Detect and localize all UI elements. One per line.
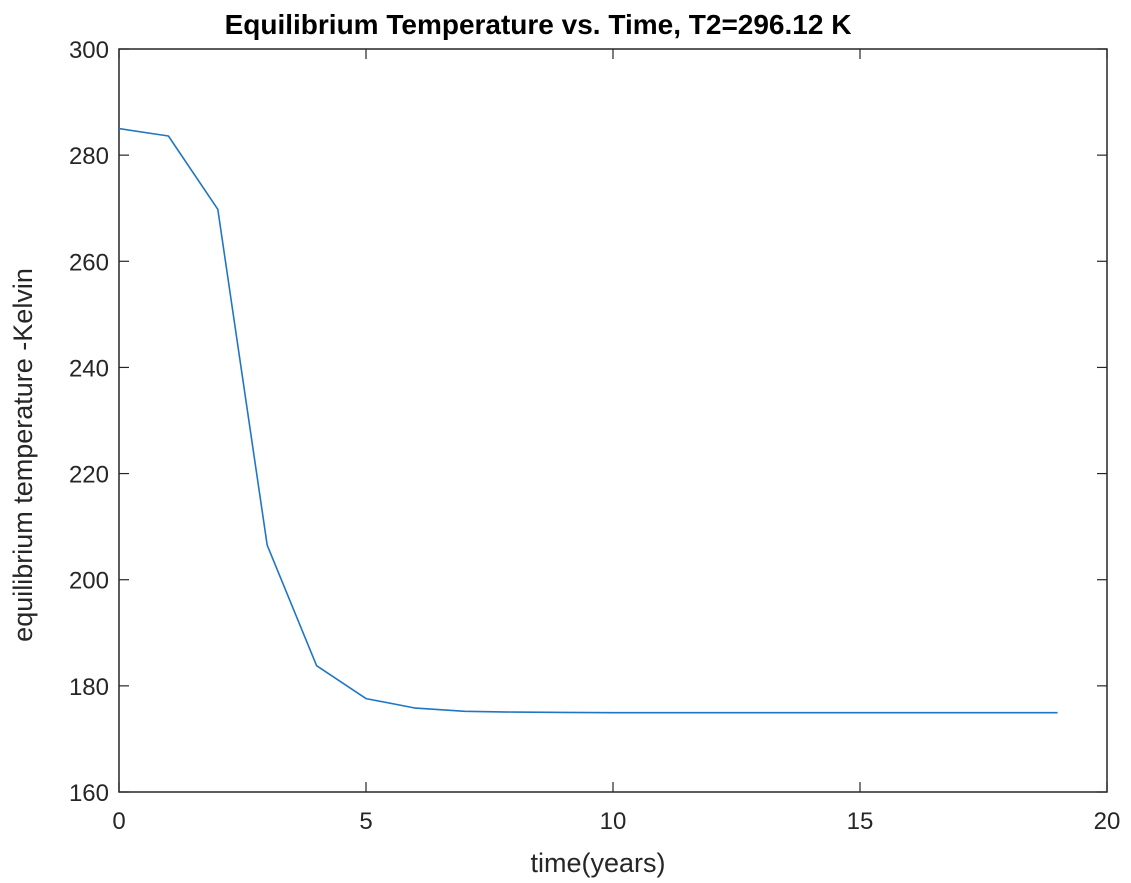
series-line — [118, 127, 1058, 714]
chart-title: Equilibrium Temperature vs. Time, T2=296… — [225, 9, 852, 40]
series-layer — [118, 127, 1058, 714]
x-tick-label: 10 — [600, 808, 627, 835]
y-tick-label: 220 — [69, 462, 109, 489]
plot-area — [118, 48, 1108, 793]
x-tick-label: 0 — [112, 808, 125, 835]
x-axis: 0 5 10 15 20 — [112, 49, 1120, 835]
y-tick-label: 160 — [69, 780, 109, 807]
x-tick-label: 20 — [1094, 808, 1121, 835]
y-tick-label: 200 — [69, 568, 109, 595]
y-tick-label: 180 — [69, 674, 109, 701]
y-axis-label: equilibrium temperature -Kelvin — [8, 268, 38, 642]
x-tick-label: 5 — [359, 808, 372, 835]
y-tick-label: 240 — [69, 355, 109, 382]
x-axis-label: time(years) — [530, 848, 665, 878]
y-tick-label: 280 — [69, 143, 109, 170]
x-tick-label: 15 — [847, 808, 874, 835]
y-axis: 160 180 200 220 240 260 280 300 — [69, 37, 1107, 807]
axes-box — [118, 48, 1108, 793]
y-tick-label: 300 — [69, 37, 109, 64]
y-tick-label: 260 — [69, 249, 109, 276]
